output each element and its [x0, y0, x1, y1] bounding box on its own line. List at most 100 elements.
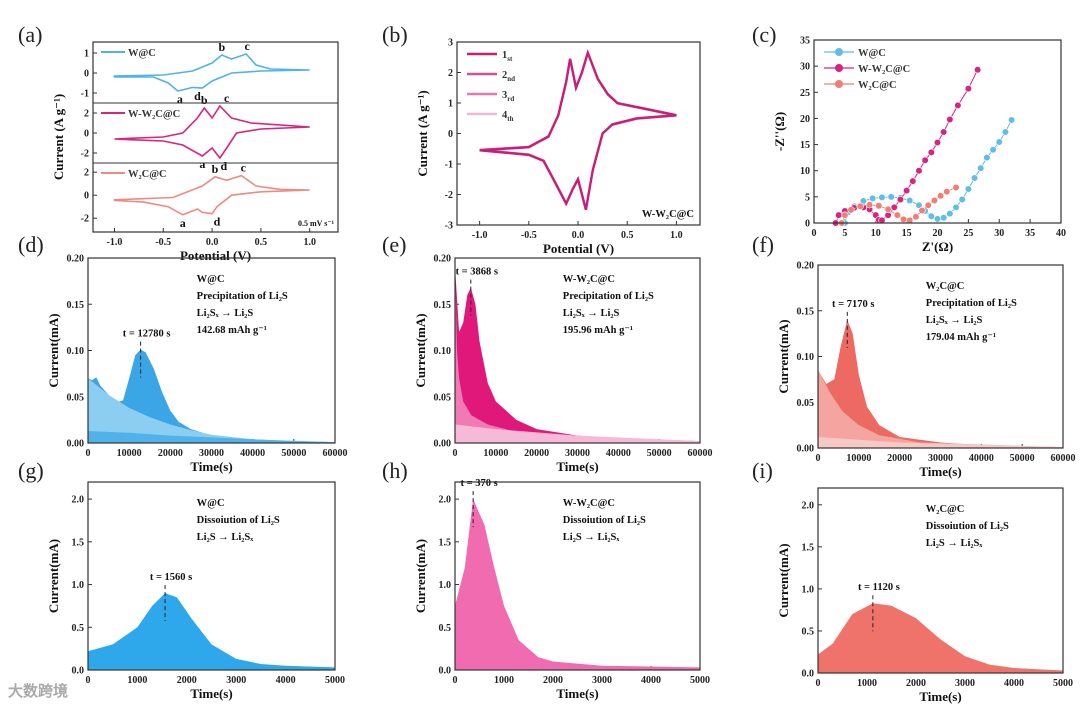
plot-frame — [813, 39, 1062, 224]
legend-num: 4 — [502, 110, 508, 121]
y-axis-label: Current (A g⁻¹) — [51, 94, 66, 180]
y-tick-label: -2 — [445, 190, 453, 201]
x-tick-label: 50000 — [647, 448, 672, 459]
x-tick-label: 35 — [1025, 228, 1035, 239]
x-tick-label: 1000 — [494, 675, 514, 686]
panel-c: (c) 0 5 10 15 20 25 30 35 40 Z'(Ω) -Z''(Ω) 0 5 10 15 20 2… — [752, 22, 1066, 254]
data-point — [936, 192, 945, 200]
x-tick-label: 30000 — [928, 453, 953, 464]
data-point — [940, 128, 948, 136]
data-point — [878, 216, 886, 224]
x-tick-label: 10000 — [483, 448, 508, 459]
data-point — [964, 185, 972, 193]
x-tick-label: 4000 — [641, 675, 661, 686]
area-layer-base — [88, 431, 335, 443]
data-point — [890, 203, 898, 211]
sample-annotation: W-W₂C@C — [642, 209, 694, 220]
panel-label: (b) — [382, 22, 408, 47]
x-tick-label: 4000 — [276, 675, 296, 686]
data-point — [958, 195, 966, 204]
plot-frame — [87, 257, 336, 444]
data-point — [887, 193, 895, 201]
x-tick-label: 10000 — [117, 448, 142, 459]
data-point — [856, 202, 864, 210]
y-tick-label: 1.5 — [439, 537, 452, 548]
y-tick-label: 1.5 — [72, 537, 85, 548]
data-point — [906, 196, 914, 205]
plot-frame — [817, 487, 1064, 674]
x-tick-label: 60000 — [1051, 453, 1076, 464]
legend-sub: nd — [507, 75, 515, 83]
y-tick-label: 3 — [448, 38, 453, 49]
y-tick-label: 0.00 — [434, 439, 452, 450]
area-layer-base — [818, 437, 1063, 448]
panel-label: (f) — [752, 232, 774, 257]
legend-label: W@C — [128, 48, 156, 59]
x-tick-label: 60000 — [323, 448, 348, 459]
legend-sub: st — [507, 55, 513, 63]
annotation-line: W₂C@C — [926, 504, 965, 515]
annotation-line: Dissoiution of Li₂S — [926, 521, 1009, 532]
x-axis-label: Time(s) — [190, 686, 232, 701]
y-tick-label: 0.20 — [67, 254, 85, 265]
x-axis-label: Potential (V) — [180, 248, 251, 263]
data-point — [970, 174, 979, 182]
x-tick-label: 5 — [842, 228, 847, 239]
peak-label: a — [177, 92, 183, 106]
panel-h: (h) 0 1000 2000 3000 4000 5000 Time(s) Current(m… — [382, 458, 710, 701]
x-tick-label: 1.0 — [670, 230, 683, 241]
y-tick-label: 0.10 — [434, 346, 452, 357]
x-axis-label: Time(s) — [190, 459, 232, 474]
data-point — [952, 183, 960, 192]
annotation-line: Precipitation of Li₂S — [926, 298, 1017, 309]
y-tick-label: -1 — [445, 160, 453, 171]
x-tick-label: 0 — [816, 678, 821, 689]
y-tick-label: 0.00 — [67, 439, 85, 450]
scan-rate-note: 0.5 mV s⁻¹ — [298, 219, 335, 228]
y-axis-label: Current(mA) — [413, 313, 428, 387]
y-tick-label: 1.0 — [72, 580, 85, 591]
x-tick-label: 5000 — [325, 675, 345, 686]
y-tick-label: 0 — [448, 129, 453, 140]
y-tick-label: 0.5 — [72, 623, 85, 634]
peak-time-label: t = 1120 s — [858, 582, 900, 593]
annotation-line: 179.04 mAh g⁻¹ — [926, 332, 996, 343]
x-tick-label: 2000 — [177, 675, 197, 686]
panel-i: (i) 0 1000 2000 3000 4000 5000 Time(s) Current(m… — [752, 458, 1073, 704]
legend-num: 2 — [502, 70, 507, 81]
x-tick-label: 30 — [994, 228, 1004, 239]
x-tick-label: 25 — [963, 228, 973, 239]
panel-d: (d) 0 10000 20000 30000 40000 50000 60000 Time(s… — [18, 232, 348, 474]
y-axis-label: Current(mA) — [776, 543, 791, 617]
data-point — [927, 212, 935, 220]
x-tick-label: -0.5 — [155, 237, 171, 248]
data-point — [933, 138, 942, 147]
x-tick-label: 30000 — [199, 448, 224, 459]
peak-time-label: t = 3868 s — [456, 267, 498, 278]
data-point — [884, 205, 892, 214]
data-point — [869, 194, 877, 203]
data-point — [847, 206, 855, 214]
y-tick-label: 0.10 — [67, 346, 85, 357]
data-point — [946, 209, 954, 218]
peak-label: c — [241, 161, 247, 175]
legend-num: 3 — [502, 90, 507, 101]
watermark: 大数跨境 — [8, 682, 69, 700]
data-point — [909, 177, 917, 185]
x-tick-label: 0 — [86, 448, 91, 459]
annotation-line: Precipitation of Li₂S — [197, 291, 288, 302]
peak-label: a — [199, 157, 205, 171]
data-point — [1007, 116, 1016, 124]
annotation-line: W-W₂C@C — [563, 274, 615, 285]
x-tick-label: 0.0 — [572, 230, 585, 241]
data-point — [903, 186, 911, 195]
x-tick-label: 1.0 — [303, 237, 316, 248]
y-tick-label: 1.5 — [802, 542, 815, 553]
data-point — [915, 167, 923, 175]
peak-time-label: t = 370 s — [461, 478, 498, 489]
y-tick-label: 0 — [84, 191, 89, 202]
data-point — [927, 148, 935, 157]
annotation-line: W-W₂C@C — [563, 498, 615, 509]
y-axis-label: Current(mA) — [776, 319, 791, 393]
y-tick-label: 0 — [84, 129, 89, 140]
